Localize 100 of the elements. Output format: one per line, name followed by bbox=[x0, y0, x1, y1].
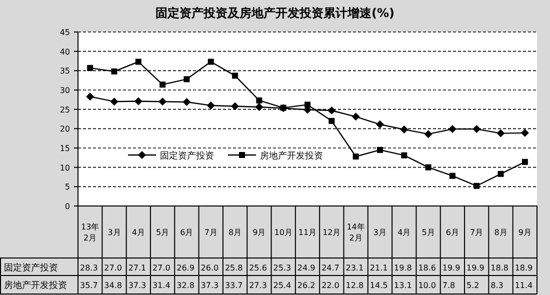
x-tick-label: 8月 bbox=[494, 228, 508, 237]
point bbox=[424, 130, 432, 138]
y-tick-label: 15 bbox=[60, 144, 70, 153]
data-label: 10.0 bbox=[418, 281, 436, 290]
data-label: 19.9 bbox=[442, 264, 460, 272]
data-label: 5.2 bbox=[466, 281, 480, 290]
point bbox=[328, 118, 335, 124]
x-tick-label: 7月 bbox=[204, 228, 218, 237]
x-tick-label: 11月 bbox=[298, 228, 317, 237]
data-label: 37.3 bbox=[128, 281, 146, 290]
y-tick-label: 45 bbox=[60, 28, 70, 37]
data-label: 11.4 bbox=[514, 281, 533, 290]
data-label: 25.6 bbox=[249, 264, 267, 272]
data-label: 19.9 bbox=[466, 264, 484, 272]
data-label: 27.0 bbox=[152, 264, 170, 272]
data-label: 25.3 bbox=[273, 264, 292, 272]
data-label: 14.5 bbox=[370, 281, 388, 290]
y-tick-label: 20 bbox=[60, 124, 70, 134]
data-label: 18.6 bbox=[418, 264, 436, 272]
point bbox=[376, 120, 384, 128]
data-label: 22.0 bbox=[322, 281, 340, 290]
text: 房地产开发投资 bbox=[4, 281, 67, 291]
point bbox=[328, 106, 336, 114]
y-tick-label: 40 bbox=[60, 47, 70, 56]
x-tick-label: 4月 bbox=[398, 228, 411, 237]
point bbox=[425, 164, 432, 170]
point bbox=[352, 112, 360, 121]
data-label: 25.4 bbox=[273, 281, 292, 290]
x-tick-label: 3月 bbox=[108, 228, 121, 237]
point bbox=[400, 125, 408, 134]
point bbox=[86, 92, 94, 101]
data-label: 13.1 bbox=[394, 281, 412, 290]
data-label: 27.3 bbox=[249, 281, 267, 290]
data-label: 28.3 bbox=[80, 264, 98, 272]
data-label: 18.9 bbox=[514, 264, 533, 272]
point bbox=[134, 97, 142, 106]
point bbox=[498, 170, 504, 177]
legend-label: 固定资产投资 bbox=[160, 150, 214, 162]
x-tick-label: 9月 bbox=[518, 228, 532, 237]
x-tick-label: 6月 bbox=[180, 228, 194, 237]
x-tick-label: 3月 bbox=[373, 228, 387, 237]
x-tick-label: 4月 bbox=[132, 228, 145, 237]
point bbox=[304, 102, 310, 108]
data-label: 26.0 bbox=[200, 264, 219, 272]
data-label: 8.3 bbox=[490, 281, 504, 290]
data-label: 7.8 bbox=[442, 281, 456, 290]
point bbox=[208, 58, 214, 65]
data-label: 21.1 bbox=[370, 264, 388, 272]
x-tick-label: 14年 2月 bbox=[346, 222, 365, 242]
chart-title: 固定资产投资及房地产开发投资累计增速(%) bbox=[156, 6, 394, 20]
y-tick-label: 35 bbox=[60, 66, 70, 76]
point bbox=[472, 125, 481, 134]
data-label: 31.4 bbox=[152, 281, 170, 290]
data-label: 18.8 bbox=[490, 264, 508, 272]
legend-label: 房地产开发投资 bbox=[260, 150, 323, 162]
y-tick-label: 25 bbox=[60, 105, 70, 114]
data-label: 26.9 bbox=[176, 264, 194, 272]
y-tick-label: 5 bbox=[64, 182, 70, 192]
point bbox=[376, 146, 383, 153]
data-label: 27.0 bbox=[104, 264, 122, 272]
data-label: 26.2 bbox=[297, 281, 316, 290]
y-tick-label: 30 bbox=[60, 86, 70, 95]
data-label: 34.8 bbox=[104, 281, 122, 290]
x-tick-label: 12月 bbox=[322, 228, 341, 237]
x-tick-label: 6月 bbox=[446, 228, 459, 237]
data-label: 27.1 bbox=[128, 264, 146, 272]
point bbox=[87, 64, 94, 71]
point bbox=[158, 98, 167, 106]
text: 固定资产投资 bbox=[4, 264, 58, 274]
point bbox=[184, 76, 190, 82]
x-tick-label: 5月 bbox=[422, 228, 435, 237]
data-label: 19.8 bbox=[394, 264, 412, 272]
point bbox=[256, 97, 262, 104]
point bbox=[496, 129, 505, 138]
x-tick-label: 5月 bbox=[156, 228, 170, 237]
point bbox=[232, 72, 238, 79]
data-label: 12.8 bbox=[346, 281, 364, 290]
x-tick-label: 9月 bbox=[252, 228, 266, 237]
point bbox=[110, 98, 118, 106]
data-label: 32.8 bbox=[176, 281, 194, 290]
y-tick-label: 0 bbox=[64, 202, 70, 211]
point bbox=[352, 154, 359, 160]
point bbox=[255, 103, 264, 112]
point bbox=[474, 182, 480, 189]
x-tick-label: 13年 2月 bbox=[80, 222, 100, 242]
data-label: 35.7 bbox=[80, 281, 98, 290]
point bbox=[401, 152, 408, 158]
point bbox=[111, 68, 118, 74]
data-label: 24.9 bbox=[297, 264, 316, 272]
point bbox=[522, 158, 528, 165]
point bbox=[160, 82, 166, 88]
data-label: 37.3 bbox=[200, 281, 219, 290]
data-label: 24.7 bbox=[322, 264, 340, 272]
x-tick-label: 8月 bbox=[228, 228, 242, 237]
x-tick-label: 10月 bbox=[274, 228, 292, 237]
point bbox=[231, 102, 240, 110]
point bbox=[448, 125, 456, 134]
x-tick-label: 7月 bbox=[470, 228, 484, 237]
point bbox=[520, 128, 529, 137]
point bbox=[135, 58, 142, 65]
